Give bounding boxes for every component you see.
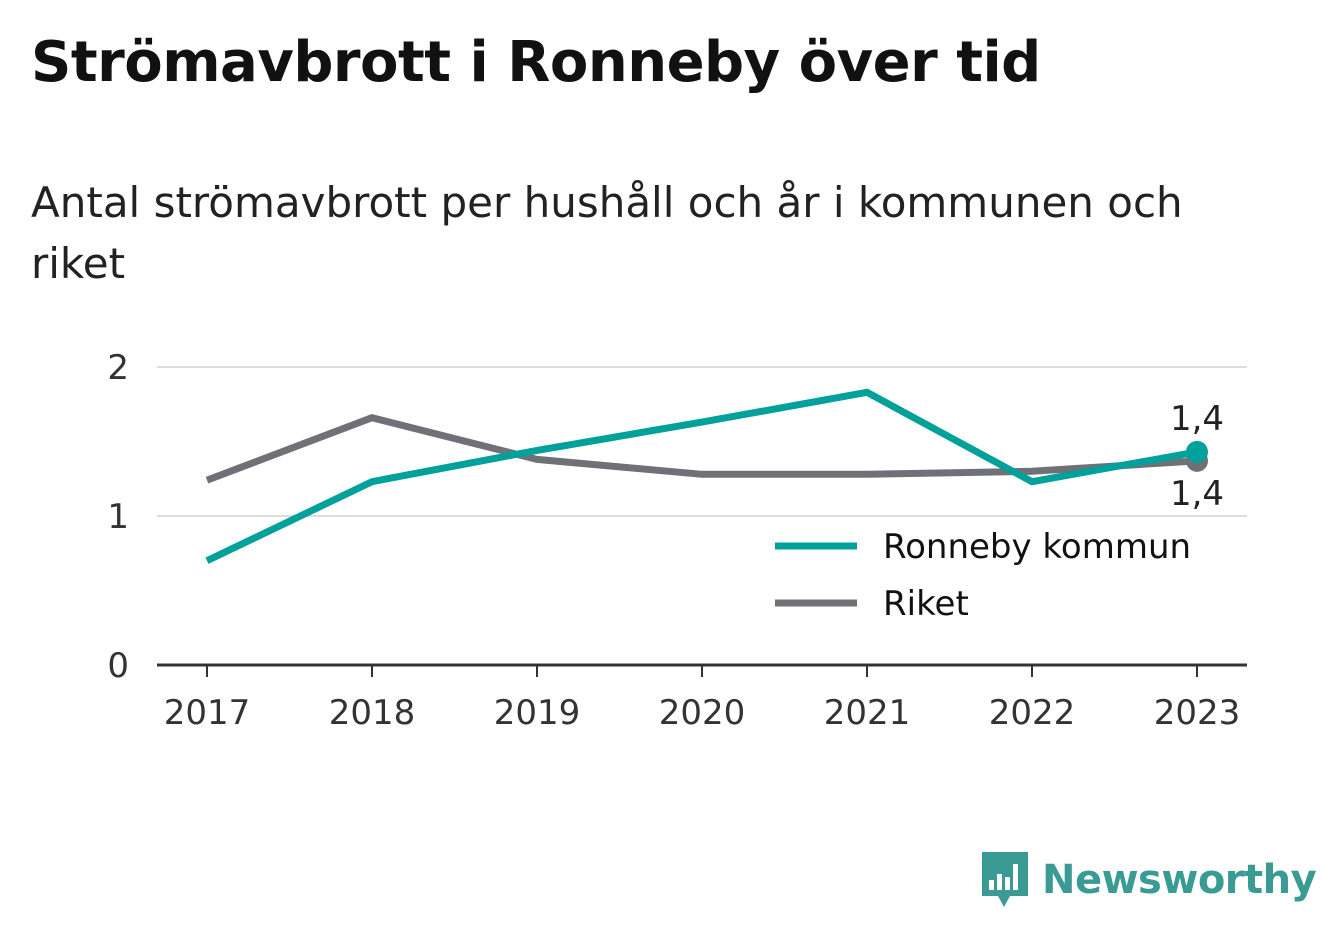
legend-box — [762, 518, 1232, 638]
end-data-label: 1,4 — [1170, 399, 1224, 439]
y-tick-label: 1 — [107, 497, 129, 537]
series-end-points — [1186, 440, 1208, 472]
legend-label: Ronneby kommun — [883, 527, 1191, 567]
x-tick-label: 2018 — [329, 693, 416, 733]
legend: Ronneby kommun Riket — [775, 527, 1191, 624]
x-tick-label: 2017 — [164, 693, 251, 733]
chart-title: Strömavbrott i Ronneby över tid — [31, 30, 1041, 95]
newsworthy-logo-icon — [982, 852, 1028, 907]
x-tick-label: 2022 — [989, 693, 1076, 733]
chart-subtitle: Antal strömavbrott per hushåll och år i … — [31, 178, 1183, 288]
x-tick-label: 2023 — [1154, 693, 1241, 733]
x-tick-label: 2019 — [494, 693, 581, 733]
series-lines — [205, 388, 1198, 564]
x-tick-label: 2020 — [659, 693, 746, 733]
brand-name: Newsworthy — [1042, 857, 1317, 903]
series-line — [205, 414, 1198, 484]
gridlines — [157, 366, 1247, 517]
end-data-label: 1,4 — [1170, 474, 1224, 514]
legend-label: Riket — [883, 584, 969, 624]
y-axis-ticks: 0 1 2 — [107, 348, 129, 686]
legend-background — [762, 518, 1232, 638]
y-tick-label: 2 — [107, 348, 129, 388]
data-labels: 1,4 1,4 — [1170, 399, 1224, 514]
brand: Newsworthy — [980, 850, 1317, 910]
x-axis: 2017 2018 2019 2020 2021 2022 2023 — [157, 663, 1247, 733]
end-point — [1186, 440, 1208, 463]
x-tick-label: 2021 — [824, 693, 911, 733]
series-line — [205, 388, 1198, 564]
y-tick-label: 0 — [107, 646, 129, 686]
